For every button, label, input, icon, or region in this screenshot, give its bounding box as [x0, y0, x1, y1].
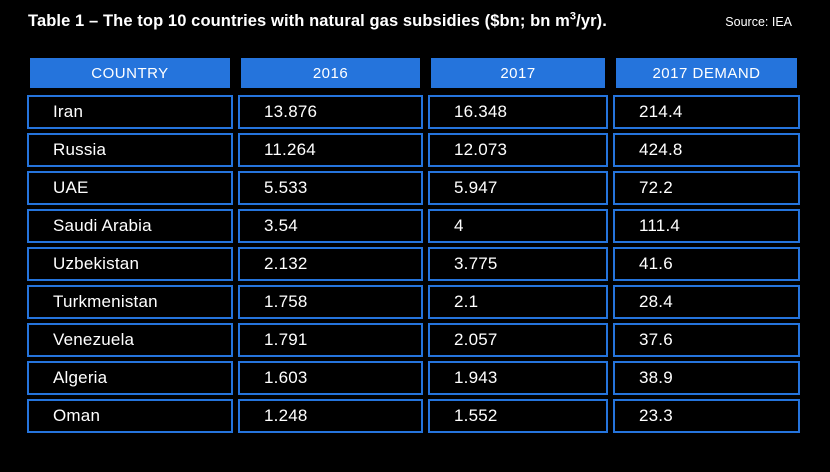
column-header-2017-demand: 2017 DEMAND: [613, 55, 800, 91]
value-cell-2016: 1.248: [238, 399, 423, 433]
country-cell: Uzbekistan: [27, 247, 233, 281]
title-text: Table 1 – The top 10 countries with natu…: [28, 12, 570, 30]
country-cell: Algeria: [27, 361, 233, 395]
title-suffix: /yr).: [576, 12, 607, 30]
value-cell-demand: 38.9: [613, 361, 800, 395]
table-row: Iran 13.876 16.348 214.4: [27, 95, 800, 129]
value-cell-2016: 13.876: [238, 95, 423, 129]
value-cell-2017: 5.947: [428, 171, 608, 205]
table-row: Saudi Arabia 3.54 4 111.4: [27, 209, 800, 243]
country-cell: Saudi Arabia: [27, 209, 233, 243]
value-cell-demand: 37.6: [613, 323, 800, 357]
titlebar: Table 1 – The top 10 countries with natu…: [0, 0, 830, 31]
value-cell-2017: 1.552: [428, 399, 608, 433]
table-row: Oman 1.248 1.552 23.3: [27, 399, 800, 433]
value-cell-demand: 23.3: [613, 399, 800, 433]
table-row: Venezuela 1.791 2.057 37.6: [27, 323, 800, 357]
value-cell-demand: 28.4: [613, 285, 800, 319]
country-cell: Turkmenistan: [27, 285, 233, 319]
value-cell-2016: 5.533: [238, 171, 423, 205]
country-cell: Russia: [27, 133, 233, 167]
value-cell-2017: 3.775: [428, 247, 608, 281]
column-header-2017: 2017: [428, 55, 608, 91]
header-row: COUNTRY 2016 2017 2017 DEMAND: [27, 55, 800, 91]
table-row: UAE 5.533 5.947 72.2: [27, 171, 800, 205]
value-cell-2017: 1.943: [428, 361, 608, 395]
column-header-country: COUNTRY: [27, 55, 233, 91]
value-cell-2017: 2.057: [428, 323, 608, 357]
value-cell-demand: 111.4: [613, 209, 800, 243]
table-title: Table 1 – The top 10 countries with natu…: [28, 10, 607, 31]
value-cell-2016: 2.132: [238, 247, 423, 281]
value-cell-demand: 214.4: [613, 95, 800, 129]
value-cell-2016: 1.791: [238, 323, 423, 357]
country-cell: Iran: [27, 95, 233, 129]
value-cell-demand: 424.8: [613, 133, 800, 167]
value-cell-2016: 11.264: [238, 133, 423, 167]
column-header-2016: 2016: [238, 55, 423, 91]
value-cell-2016: 3.54: [238, 209, 423, 243]
source-label: Source: IEA: [725, 15, 792, 29]
table-row: Russia 11.264 12.073 424.8: [27, 133, 800, 167]
value-cell-2017: 16.348: [428, 95, 608, 129]
value-cell-demand: 41.6: [613, 247, 800, 281]
value-cell-2016: 1.758: [238, 285, 423, 319]
value-cell-2017: 4: [428, 209, 608, 243]
country-cell: Oman: [27, 399, 233, 433]
table-row: Turkmenistan 1.758 2.1 28.4: [27, 285, 800, 319]
title-superscript: 3: [569, 10, 577, 23]
value-cell-2016: 1.603: [238, 361, 423, 395]
value-cell-2017: 2.1: [428, 285, 608, 319]
value-cell-demand: 72.2: [613, 171, 800, 205]
country-cell: UAE: [27, 171, 233, 205]
table-row: Uzbekistan 2.132 3.775 41.6: [27, 247, 800, 281]
country-cell: Venezuela: [27, 323, 233, 357]
table-row: Algeria 1.603 1.943 38.9: [27, 361, 800, 395]
subsidies-table: COUNTRY 2016 2017 2017 DEMAND Iran 13.87…: [22, 51, 805, 437]
value-cell-2017: 12.073: [428, 133, 608, 167]
